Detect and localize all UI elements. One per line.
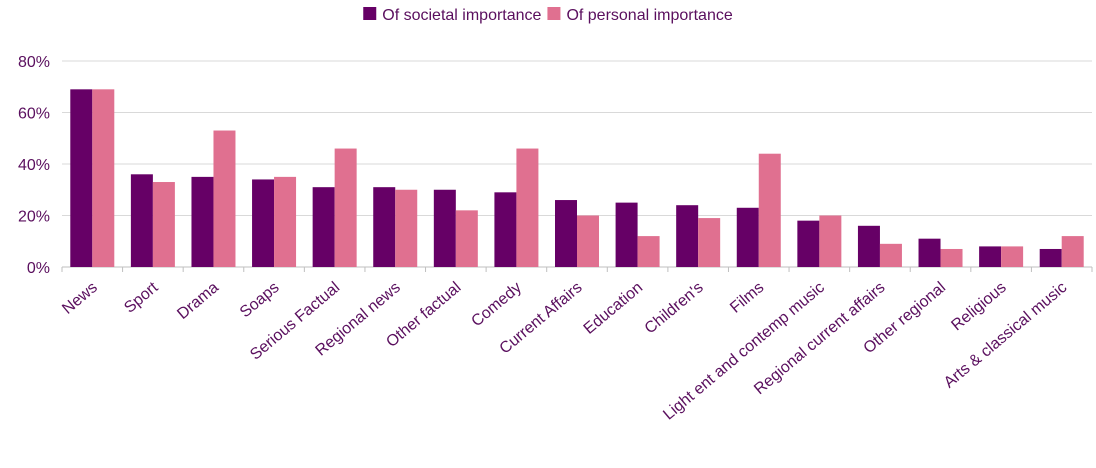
bar-societal — [979, 246, 1002, 267]
bar-societal — [373, 187, 396, 267]
bar-personal — [819, 215, 842, 267]
bar-personal — [879, 243, 902, 267]
bar-societal — [918, 238, 941, 267]
bar-societal — [130, 174, 153, 267]
bar-personal — [516, 148, 539, 267]
bar-societal — [857, 225, 880, 267]
bar-societal — [736, 207, 759, 267]
x-category-label: Films — [727, 279, 767, 317]
bar-personal — [577, 215, 599, 267]
y-tick-label: 20% — [18, 209, 50, 226]
bar-personal — [395, 189, 418, 267]
bar-societal — [433, 189, 456, 267]
legend-swatch-societal — [363, 7, 377, 20]
bar-societal — [70, 89, 93, 267]
legend-label-societal: Of societal importance — [382, 7, 541, 24]
bar-personal — [637, 236, 660, 267]
x-category-label: Sport — [121, 279, 162, 317]
y-tick-label: 80% — [18, 54, 50, 71]
bar-personal — [152, 182, 175, 267]
legend-label-personal: Of personal importance — [566, 7, 732, 24]
bar-societal — [555, 200, 577, 267]
bar-societal — [797, 220, 820, 267]
x-category-label: Children's — [642, 279, 707, 337]
bar-personal — [698, 218, 721, 267]
bar-societal — [1039, 248, 1062, 267]
bar-societal — [494, 192, 517, 267]
y-tick-label: 40% — [18, 157, 50, 174]
bar-societal — [252, 179, 275, 267]
bar-personal — [455, 210, 478, 267]
bar-personal — [758, 153, 781, 267]
bar-societal — [312, 187, 335, 267]
y-tick-label: 60% — [18, 106, 50, 123]
bar-personal — [1001, 246, 1024, 267]
x-category-label: Soaps — [237, 279, 283, 321]
bar-personal — [213, 130, 236, 267]
bar-societal — [615, 202, 638, 267]
x-category-label: Drama — [174, 279, 222, 323]
bar-personal — [334, 148, 357, 267]
x-category-label: Education — [581, 279, 646, 338]
x-category-label: Arts & classical music — [941, 279, 1070, 391]
bar-societal — [191, 176, 214, 267]
bar-personal — [92, 89, 115, 267]
bar-personal — [274, 176, 297, 267]
y-tick-label: 0% — [27, 260, 50, 277]
x-category-label: Religious — [948, 279, 1009, 334]
bar-personal — [940, 248, 963, 267]
bar-societal — [676, 205, 699, 267]
x-category-label: Comedy — [468, 279, 525, 330]
bar-personal — [1061, 236, 1084, 267]
legend-swatch-personal — [547, 7, 561, 20]
x-category-label: News — [59, 279, 101, 318]
